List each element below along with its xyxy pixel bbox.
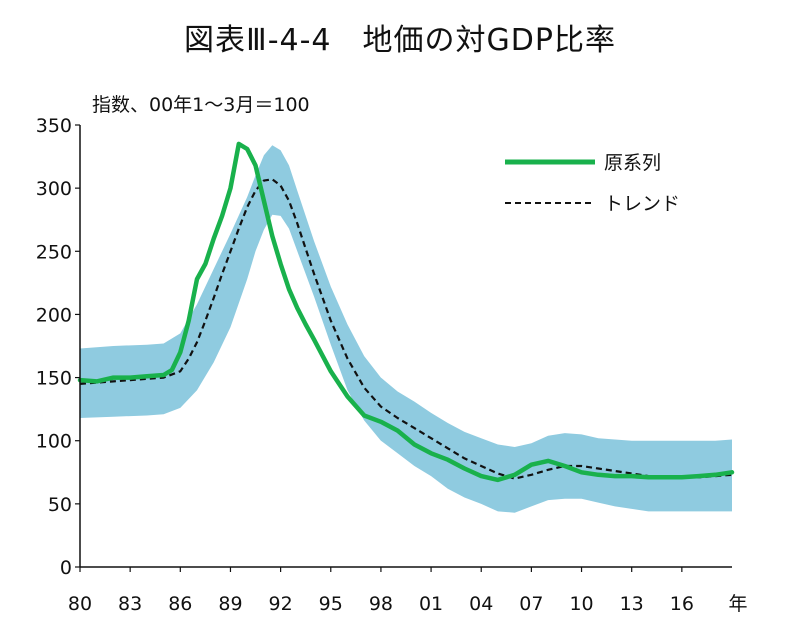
chart-title: 図表Ⅲ-4-4 地価の対GDP比率	[184, 23, 616, 58]
x-tick-label: 89	[218, 593, 242, 615]
x-tick-label: 98	[369, 593, 393, 615]
y-tick-label: 100	[36, 431, 72, 453]
confidence-band	[80, 145, 732, 513]
series-line-original	[77, 141, 735, 483]
x-tick-label: 83	[118, 593, 142, 615]
y-tick-label: 0	[60, 557, 72, 579]
y-tick-label: 150	[36, 368, 72, 390]
x-tick-group: 80 83 86 89 92 95 98 01 04 07 10 13 16	[68, 567, 694, 615]
x-tick-label: 13	[620, 593, 644, 615]
y-unit-label: 指数、00年1～3月＝100	[92, 94, 310, 116]
x-tick-label: 01	[419, 593, 443, 615]
x-tick-label: 95	[319, 593, 343, 615]
x-tick-label: 10	[569, 593, 593, 615]
x-tick-label: 04	[469, 593, 493, 615]
x-tick-label: 86	[168, 593, 192, 615]
legend-label-trend: トレンド	[604, 193, 680, 215]
x-axis-suffix: 年	[728, 593, 747, 615]
x-tick-label: 07	[519, 593, 543, 615]
x-tick-label: 16	[670, 593, 694, 615]
y-tick-label: 300	[36, 178, 72, 200]
y-tick-label: 200	[36, 304, 72, 326]
legend: 原系列 トレンド	[505, 152, 680, 215]
y-tick-label: 50	[48, 494, 72, 516]
x-tick-label: 80	[68, 593, 92, 615]
confidence-band-group	[80, 145, 732, 513]
axes-group	[79, 125, 732, 568]
y-tick-group: 0 50 100 150 200 250 300 350	[36, 115, 80, 579]
series-line-trend	[79, 178, 733, 480]
y-tick-label: 350	[36, 115, 72, 137]
y-tick-label: 250	[36, 241, 72, 263]
series-lines-group	[77, 141, 735, 483]
legend-label-original: 原系列	[604, 152, 661, 174]
x-tick-label: 92	[269, 593, 293, 615]
